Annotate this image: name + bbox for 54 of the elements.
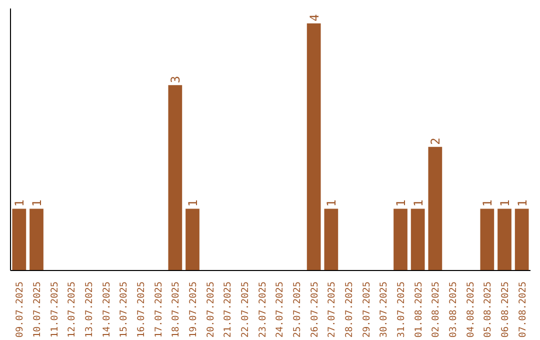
data-label: 3 — [168, 76, 183, 84]
x-tick-label: 23.07.2025 — [257, 281, 268, 338]
x-tick-label: 29.07.2025 — [361, 281, 372, 338]
x-tick-label: 30.07.2025 — [378, 281, 390, 338]
x-tick-label: 11.07.2025 — [49, 281, 60, 338]
data-label: 4 — [307, 14, 322, 22]
x-tick-label: 13.07.2025 — [84, 281, 95, 338]
x-tick-label: 17.07.2025 — [153, 281, 164, 338]
data-label: 1 — [515, 199, 530, 207]
x-tick-label: 03.08.2025 — [448, 281, 459, 338]
x-tick-label: 10.07.2025 — [32, 281, 43, 338]
bar — [394, 208, 408, 270]
x-tick-label: 04.08.2025 — [465, 281, 476, 338]
x-tick-label: 24.07.2025 — [274, 281, 286, 338]
x-tick-label: 01.08.2025 — [413, 281, 424, 338]
bar — [498, 208, 512, 270]
x-tick-label: 31.07.2025 — [396, 281, 407, 338]
bar — [428, 146, 442, 270]
data-label: 1 — [480, 199, 495, 207]
x-tick-label: 09.07.2025 — [14, 281, 26, 338]
x-tick-label: 20.07.2025 — [205, 281, 216, 338]
x-tick-label: 06.08.2025 — [500, 281, 511, 338]
x-tick-label: 27.07.2025 — [326, 281, 338, 338]
bar — [306, 23, 321, 270]
x-tick-label: 25.07.2025 — [292, 281, 303, 338]
data-label: 1 — [12, 199, 27, 207]
x-tick-label: 16.07.2025 — [136, 281, 147, 338]
x-tick-label: 12.07.2025 — [66, 281, 78, 338]
bar — [30, 208, 44, 270]
x-tick-label: 14.07.2025 — [101, 281, 112, 338]
bar — [410, 208, 425, 270]
bar — [514, 208, 529, 270]
x-tick-label: 28.07.2025 — [344, 281, 355, 338]
data-label: 1 — [324, 199, 339, 207]
x-tick-label: 05.08.2025 — [482, 281, 494, 338]
bar — [324, 208, 338, 270]
data-label: 2 — [428, 138, 443, 145]
x-tick-label: 21.07.2025 — [222, 281, 234, 338]
x-tick-label: 15.07.2025 — [118, 281, 130, 338]
bar — [186, 208, 200, 270]
data-label: 1 — [186, 199, 200, 207]
bar — [168, 85, 182, 270]
x-tick-label: 19.07.2025 — [188, 281, 199, 338]
x-tick-label: 26.07.2025 — [309, 281, 320, 338]
x-tick-label: 02.08.2025 — [430, 281, 442, 338]
data-label: 1 — [411, 199, 426, 207]
data-label: 1 — [30, 199, 44, 207]
x-tick-label: 22.07.2025 — [240, 281, 251, 338]
data-label: 1 — [394, 199, 408, 207]
x-tick-label: 07.08.2025 — [517, 281, 528, 338]
data-label: 1 — [498, 199, 512, 207]
bar — [12, 208, 26, 270]
x-tick-label: 18.07.2025 — [170, 281, 182, 338]
bar — [480, 208, 494, 270]
